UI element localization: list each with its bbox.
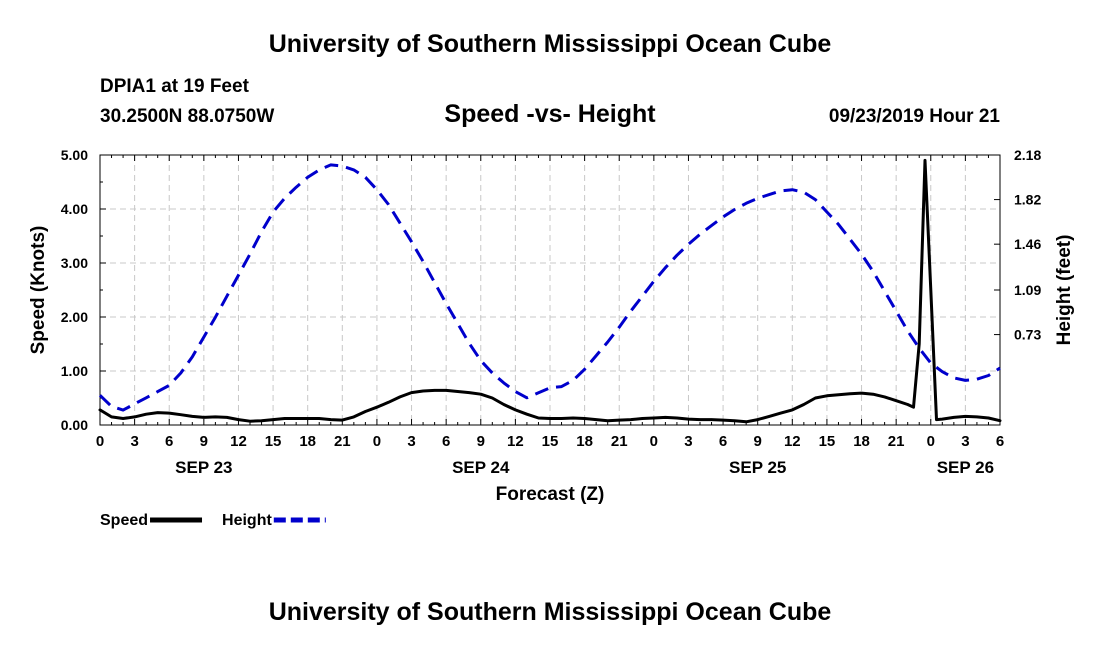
date-label: SEP 24 [452, 458, 510, 477]
x-tick-label: 12 [784, 433, 801, 450]
y2-tick-label: 1.46 [1014, 236, 1041, 252]
chart-title-bottom: University of Southern Mississippi Ocean… [268, 598, 832, 626]
x-tick-label: 15 [819, 433, 836, 450]
y-tick-label: 1.00 [61, 363, 88, 379]
legend-label-speed: Speed [100, 512, 148, 529]
x-tick-label: 0 [650, 433, 658, 450]
x-tick-label: 12 [507, 433, 524, 450]
x-tick-label: 15 [265, 433, 282, 450]
grid-layer [100, 155, 1000, 425]
x-tick-label: 9 [754, 433, 762, 450]
x-tick-label: 0 [96, 433, 104, 450]
series-line-speed [98, 158, 1002, 424]
chart-title-top: University of Southern Mississippi Ocean… [268, 30, 832, 58]
x-tick-label: 3 [130, 433, 138, 450]
x-tick-label: 3 [961, 433, 969, 450]
x-tick-label: 15 [542, 433, 559, 450]
y-axis-label: Speed (Knots) [28, 226, 49, 355]
x-tick-label: 3 [407, 433, 415, 450]
ticks-layer: 0 3 6 9 12 15 18 21 0 3 6 9 12 15 18 21 0 3 6 9 12 15 18 21 0 3 6S… [61, 147, 1042, 477]
x-tick-label: 0 [373, 433, 381, 450]
y-tick-label: 0.00 [61, 417, 88, 433]
x-tick-label: 6 [719, 433, 727, 450]
coordinates-label: 30.2500N 88.0750W [100, 106, 275, 127]
x-tick-label: 18 [576, 433, 593, 450]
x-axis-label: Forecast (Z) [496, 484, 605, 505]
legend: Speed Height [100, 512, 326, 529]
x-tick-label: 12 [230, 433, 247, 450]
date-label: SEP 25 [729, 458, 786, 477]
y2-tick-label: 0.73 [1014, 327, 1041, 343]
series-layer [98, 158, 1002, 424]
x-tick-label: 6 [442, 433, 450, 450]
y-tick-label: 3.00 [61, 255, 88, 271]
x-tick-label: 3 [684, 433, 692, 450]
legend-label-height: Height [222, 512, 272, 529]
x-tick-label: 21 [334, 433, 351, 450]
y-tick-label: 5.00 [61, 147, 88, 163]
station-label: DPIA1 at 19 Feet [100, 76, 249, 97]
y2-tick-label: 2.18 [1014, 147, 1041, 163]
datetime-label: 09/23/2019 Hour 21 [828, 106, 1000, 127]
y2-tick-label: 1.09 [1014, 282, 1041, 298]
y-tick-label: 4.00 [61, 201, 88, 217]
x-tick-label: 21 [888, 433, 905, 450]
y2-tick-label: 1.82 [1014, 192, 1041, 208]
x-tick-label: 6 [996, 433, 1004, 450]
x-tick-label: 18 [299, 433, 316, 450]
x-tick-label: 9 [200, 433, 208, 450]
x-tick-label: 0 [927, 433, 935, 450]
date-label: SEP 26 [937, 458, 994, 477]
x-tick-label: 6 [165, 433, 173, 450]
x-tick-label: 21 [611, 433, 628, 450]
y-tick-label: 2.00 [61, 309, 88, 325]
chart-subtitle: Speed -vs- Height [444, 100, 656, 128]
date-label: SEP 23 [175, 458, 232, 477]
x-tick-label: 18 [853, 433, 870, 450]
x-tick-label: 9 [477, 433, 485, 450]
y2-axis-label: Height (feet) [1054, 235, 1075, 346]
